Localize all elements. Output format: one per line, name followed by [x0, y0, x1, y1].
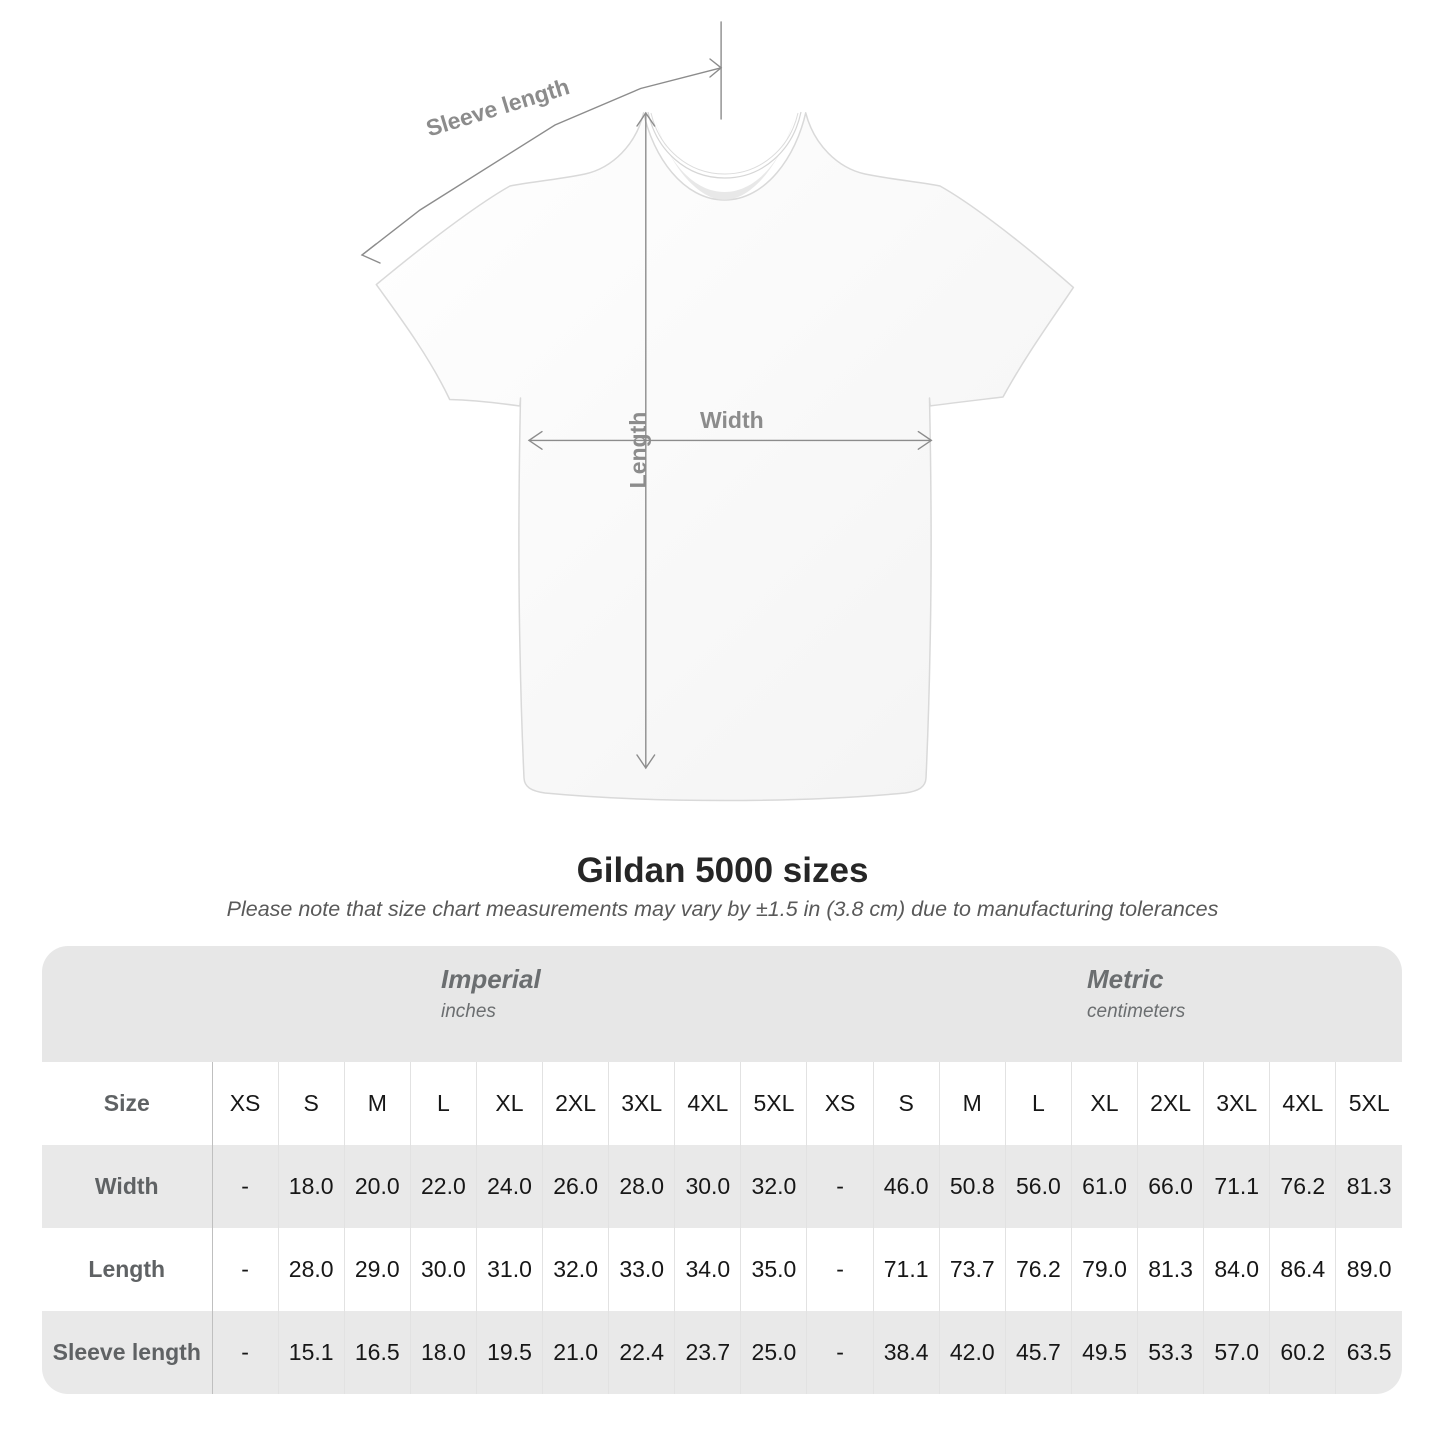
svg-text:Length: Length: [625, 412, 651, 489]
svg-text:Width: Width: [700, 407, 764, 433]
svg-text:Sleeve length: Sleeve length: [423, 73, 572, 141]
